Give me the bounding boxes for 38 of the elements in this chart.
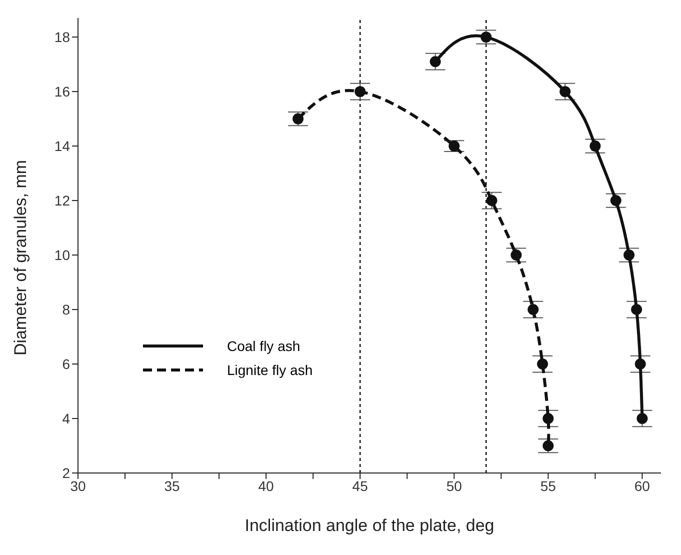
y-tick-label: 10 bbox=[54, 247, 70, 264]
point bbox=[354, 86, 366, 98]
point bbox=[636, 413, 648, 424]
point bbox=[480, 32, 492, 43]
point bbox=[448, 140, 460, 152]
point bbox=[624, 250, 635, 261]
point bbox=[560, 86, 571, 98]
point bbox=[292, 113, 304, 124]
y-tick-label: 12 bbox=[54, 192, 70, 209]
x-tick-label: 30 bbox=[70, 478, 86, 494]
legend-label: Lignite fly ash bbox=[227, 362, 313, 378]
x-tick-label: 40 bbox=[258, 478, 274, 494]
y-tick-label: 2 bbox=[62, 464, 70, 481]
point bbox=[542, 440, 554, 452]
x-tick-label: 45 bbox=[352, 478, 368, 494]
point bbox=[528, 304, 539, 316]
x-tick-label: 35 bbox=[164, 478, 180, 494]
y-tick-label: 6 bbox=[62, 356, 70, 372]
point bbox=[631, 304, 642, 316]
point bbox=[430, 56, 441, 68]
point bbox=[542, 413, 554, 424]
legend-label: Coal fly ash bbox=[227, 338, 300, 354]
point bbox=[486, 195, 498, 206]
y-tick-label: 14 bbox=[54, 138, 70, 154]
point bbox=[634, 358, 646, 370]
x-axis-title: Inclination angle of the plate, deg bbox=[244, 516, 494, 535]
point bbox=[537, 358, 548, 370]
x-tick-label: 50 bbox=[446, 478, 462, 494]
x-tick-label: 55 bbox=[540, 478, 556, 494]
x-tick-label: 60 bbox=[634, 478, 650, 494]
y-tick-label: 16 bbox=[54, 84, 70, 100]
point bbox=[590, 140, 601, 152]
y-tick-label: 4 bbox=[62, 410, 70, 426]
point bbox=[510, 250, 522, 261]
y-axis-title: Diameter of granules, mm bbox=[11, 160, 30, 356]
y-tick-label: 8 bbox=[62, 301, 70, 318]
point bbox=[610, 195, 622, 206]
y-tick-label: 18 bbox=[54, 29, 70, 46]
